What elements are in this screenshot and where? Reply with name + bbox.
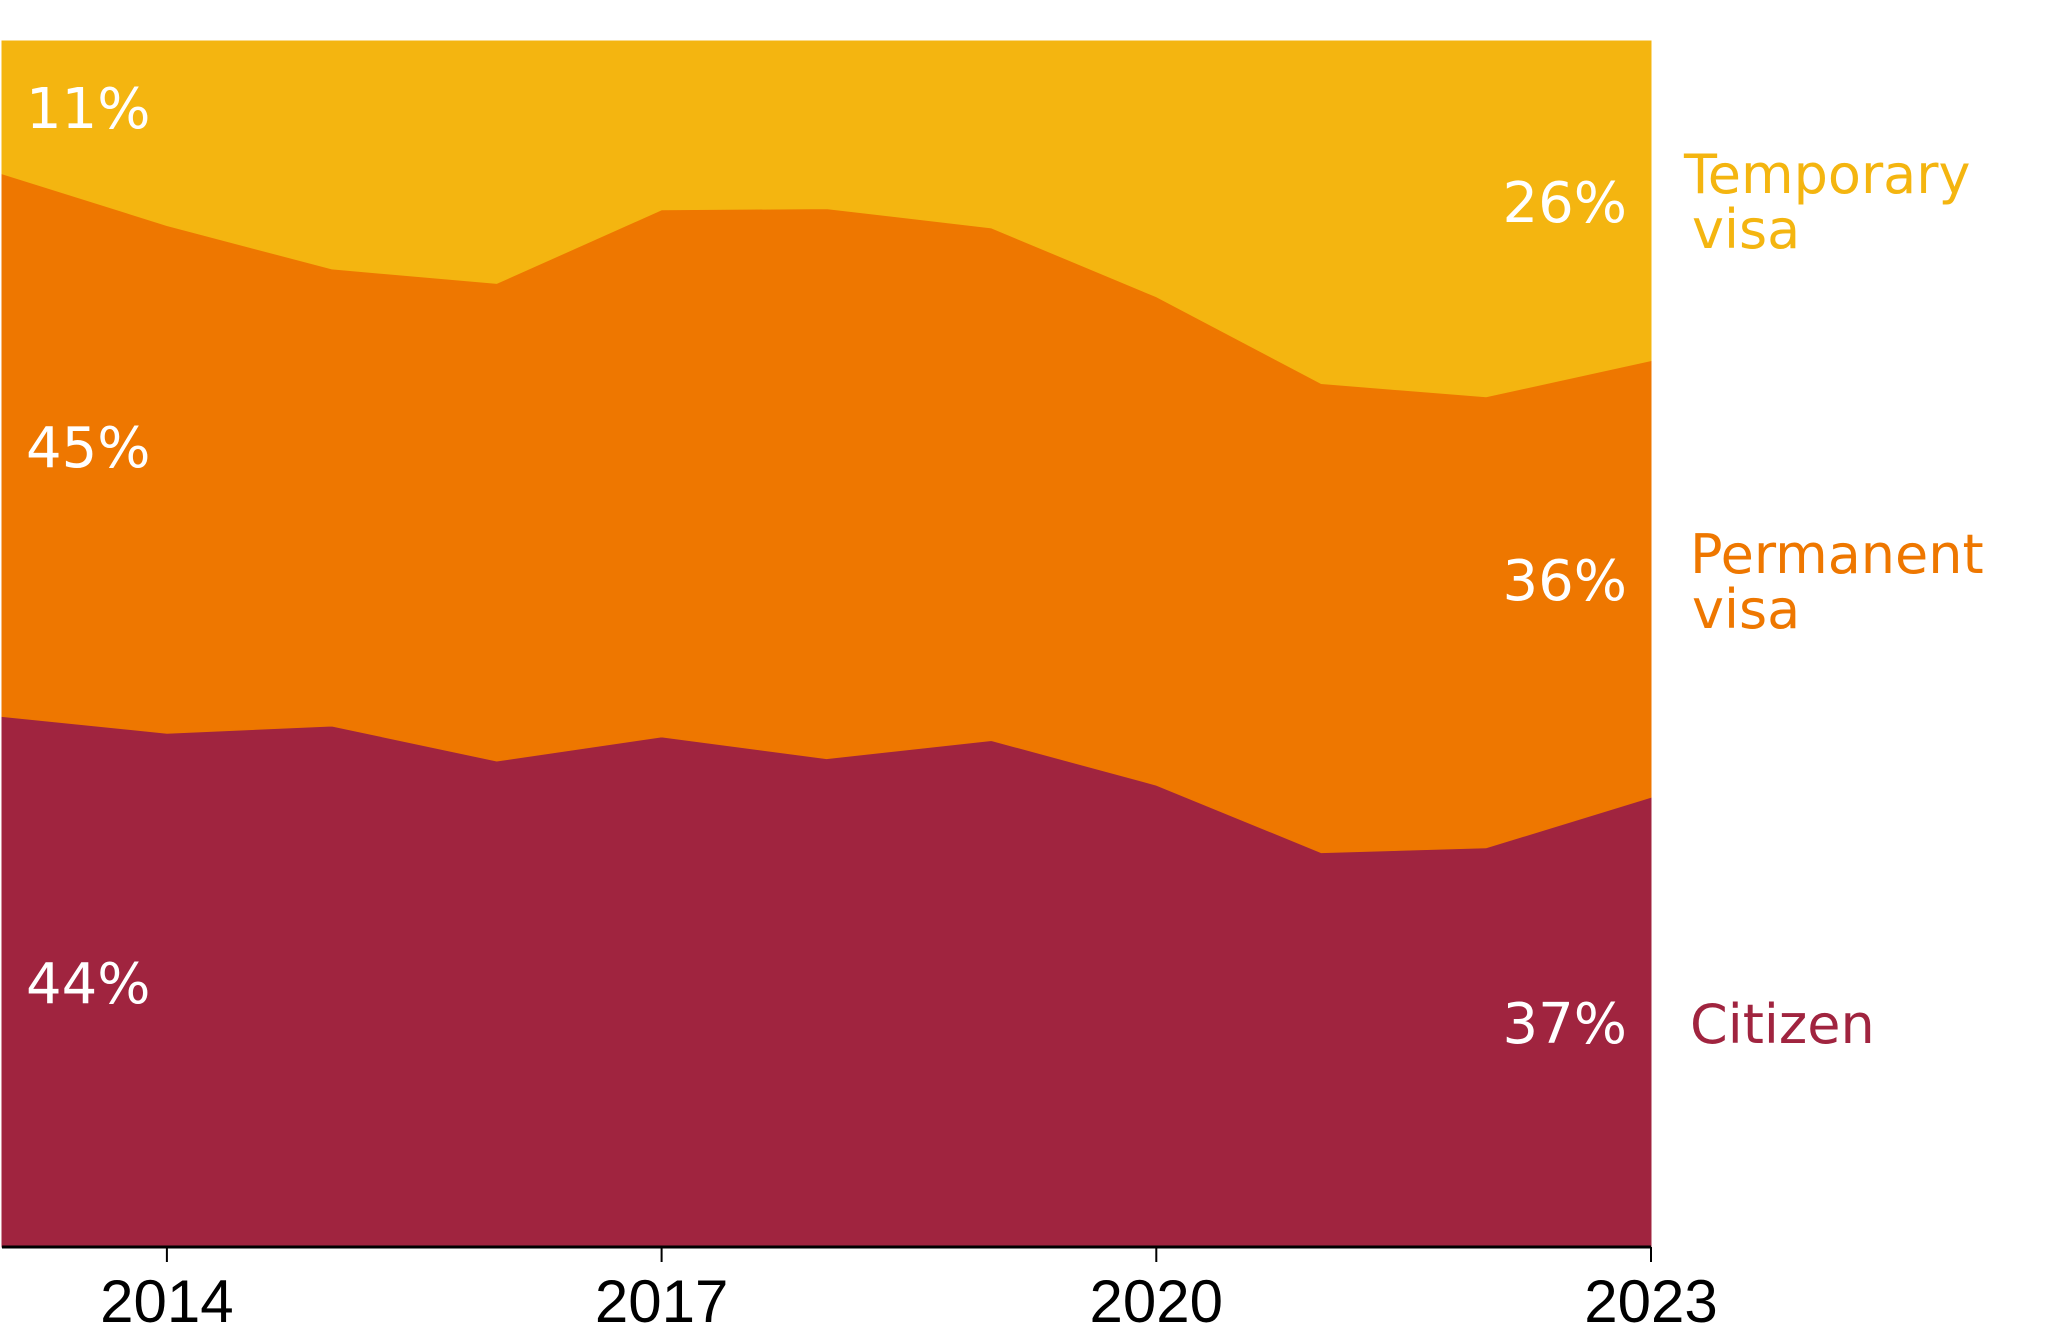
temporary-start-label: 11% (26, 77, 150, 142)
citizen-end-label: 37% (1503, 992, 1627, 1057)
legend-permanent-line-1: Permanent (1690, 523, 1984, 586)
x-tick-label: 2014 (100, 1268, 233, 1335)
legend-temporary-line-2: visa (1692, 198, 1800, 261)
citizen-start-label: 44% (26, 952, 150, 1017)
legend-permanent-visa: Permanent visa (1690, 523, 2001, 641)
x-tick-label: 2017 (595, 1268, 728, 1335)
legend-citizen: Citizen (1690, 993, 1875, 1056)
legend-citizen-line-1: Citizen (1690, 993, 1875, 1056)
x-tick-label: 2020 (1090, 1268, 1223, 1335)
temporary-end-label: 26% (1503, 171, 1627, 236)
legend-permanent-line-2: visa (1692, 578, 1800, 641)
x-tick-label: 2023 (1584, 1268, 1717, 1335)
legend-temporary-visa: Temporary visa (1683, 143, 1988, 261)
permanent-end-label: 36% (1503, 549, 1627, 614)
area-layers (1, 40, 1652, 1248)
area-temporary-visa (1, 40, 1652, 398)
x-axis: 2014 2017 2020 2023 (2, 1245, 1718, 1335)
permanent-start-label: 45% (26, 416, 150, 481)
legend-temporary-line-1: Temporary (1683, 143, 1970, 206)
